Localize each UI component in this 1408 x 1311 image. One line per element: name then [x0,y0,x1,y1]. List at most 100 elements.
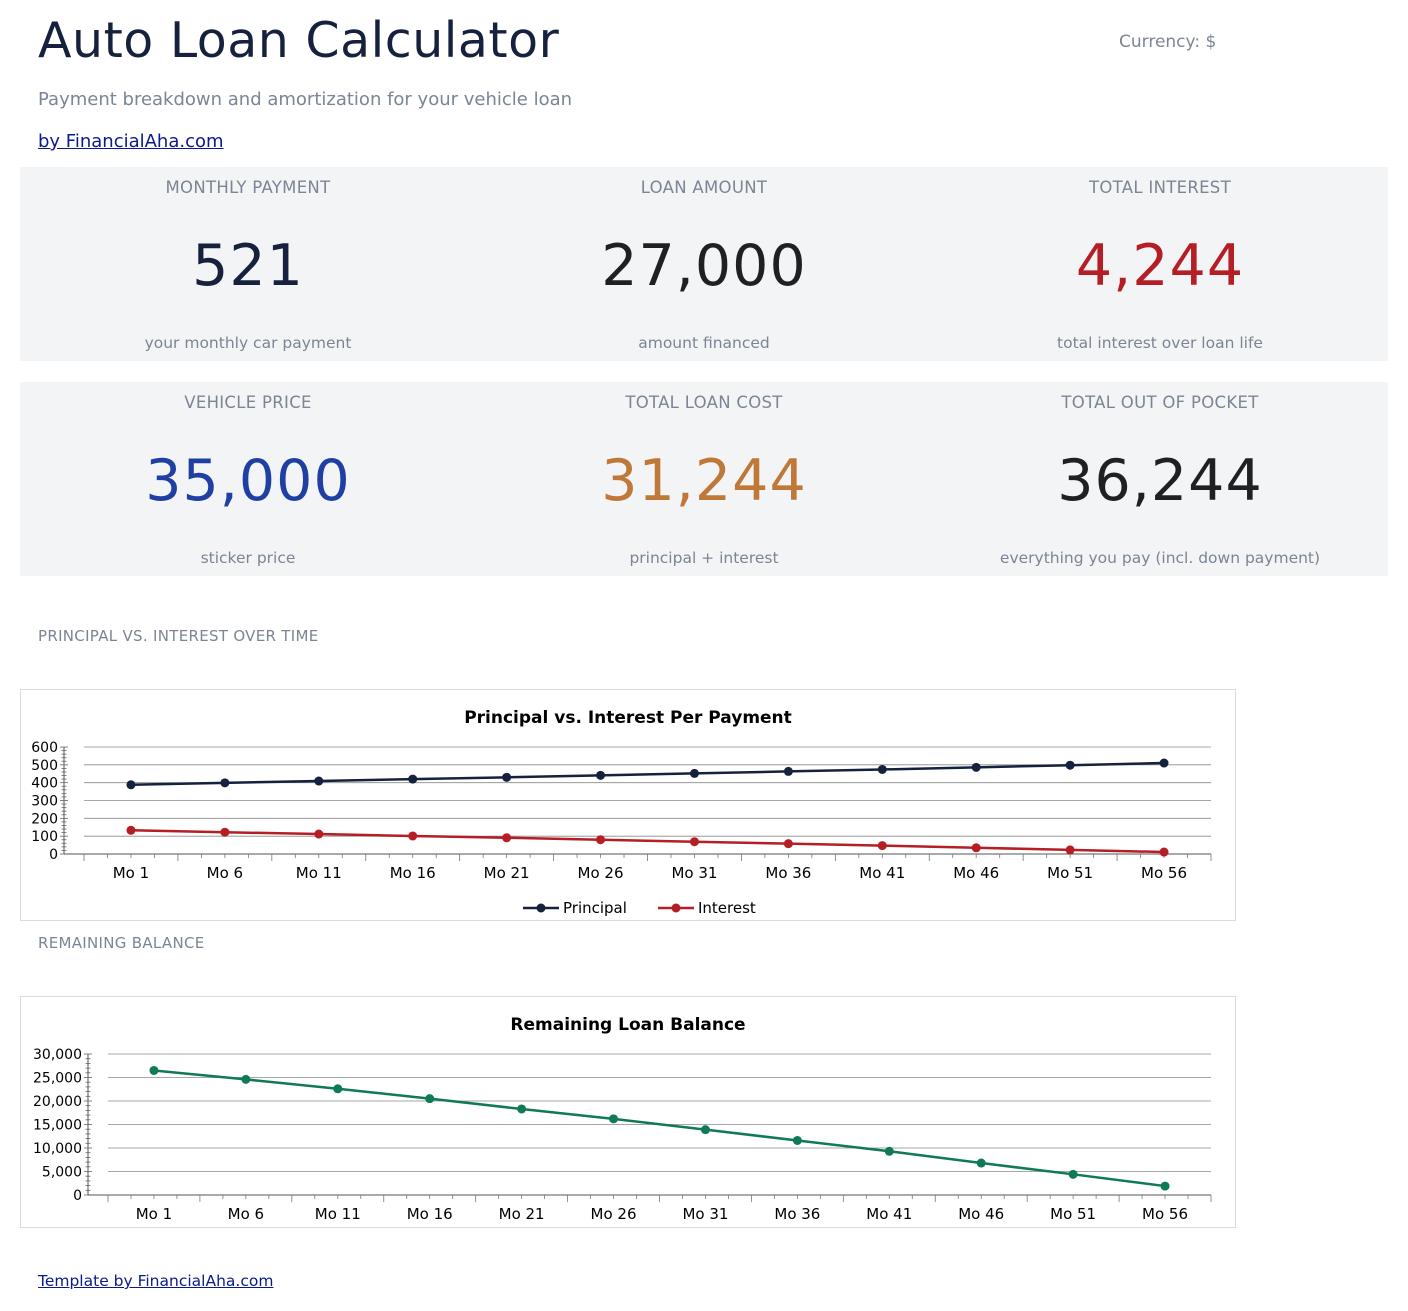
x-tick-label: Mo 6 [228,1205,264,1223]
kpi-value: 35,000 [145,448,351,514]
x-tick-label: Mo 26 [591,1205,637,1223]
x-tick-label: Mo 1 [136,1205,172,1223]
data-point [220,778,230,788]
data-point [596,770,606,780]
kpi-label: TOTAL INTEREST [1089,178,1231,197]
y-tick-label: 20,000 [33,1094,82,1110]
y-tick-label: 30,000 [33,1047,82,1063]
data-point [502,772,512,782]
y-tick-label: 15,000 [33,1118,82,1134]
page-title: Auto Loan Calculator [38,12,560,69]
y-tick-label: 5,000 [42,1165,82,1181]
x-tick-label: Mo 51 [1050,1205,1096,1223]
data-point [783,766,793,776]
series-line [130,761,1165,787]
x-tick-label: Mo 31 [671,864,717,882]
kpi-note: everything you pay (incl. down payment) [999,549,1321,567]
data-point [333,1084,343,1094]
data-point [408,774,418,784]
x-tick-label: Mo 51 [1047,864,1093,882]
kpi-row-costs: VEHICLE PRICE 35,000 sticker price TOTAL… [20,382,1388,576]
y-tick-label: 100 [31,829,58,845]
kpi-label: LOAN AMOUNT [640,178,768,197]
kpi-total-loan-cost: TOTAL LOAN COST 31,244 principal + inter… [476,382,932,576]
y-tick-label: 0 [73,1188,82,1204]
kpi-total-interest: TOTAL INTEREST 4,244 total interest over… [932,167,1388,361]
data-point [877,841,887,851]
x-tick-label: Mo 6 [207,864,243,882]
data-point [1159,847,1169,857]
x-tick-label: Mo 56 [1141,864,1187,882]
kpi-note: amount financed [638,334,770,352]
kpi-monthly-payment: MONTHLY PAYMENT 521 your monthly car pay… [20,167,476,361]
chart-title: Remaining Loan Balance [510,1015,745,1035]
kpi-vehicle-price: VEHICLE PRICE 35,000 sticker price [20,382,476,576]
x-tick-label: Mo 16 [390,864,436,882]
data-point [314,776,324,786]
y-tick-label: 10,000 [33,1141,82,1157]
x-tick-label: Mo 36 [765,864,811,882]
data-point [149,1065,159,1075]
data-point [1160,1181,1170,1191]
legend-label: Principal [563,899,627,917]
data-point [425,1094,435,1104]
data-point [976,1158,986,1168]
x-tick-label: Mo 21 [484,864,530,882]
byline-link[interactable]: by FinancialAha.com [38,131,224,152]
x-tick-label: Mo 41 [866,1205,912,1223]
kpi-label: TOTAL OUT OF POCKET [1061,393,1259,412]
data-point [783,839,793,849]
x-tick-label: Mo 16 [407,1205,453,1223]
kpi-note: principal + interest [629,549,779,567]
y-tick-label: 400 [31,776,58,792]
data-point [596,835,606,845]
kpi-value: 36,244 [1057,448,1263,514]
chart-title: Principal vs. Interest Per Payment [464,708,792,728]
x-tick-label: Mo 46 [958,1205,1004,1223]
x-tick-label: Mo 41 [859,864,905,882]
data-point [884,1146,894,1156]
data-point [1068,1169,1078,1179]
chart-principal-vs-interest: Principal vs. Interest Per Payment 0 100 20… [20,689,1236,921]
kpi-total-out-of-pocket: TOTAL OUT OF POCKET 36,244 everything yo… [932,382,1388,576]
data-point [126,780,136,790]
kpi-value: 27,000 [601,233,807,299]
y-tick-label: 200 [31,811,58,827]
x-tick-label: Mo 26 [578,864,624,882]
data-point [689,768,699,778]
page-subtitle: Payment breakdown and amortization for y… [38,89,573,110]
footer-template-link[interactable]: Template by FinancialAha.com [38,1272,274,1290]
kpi-value: 521 [192,233,304,299]
data-point [1065,760,1075,770]
kpi-label: TOTAL LOAN COST [625,393,783,412]
chart-remaining-balance-svg: Remaining Loan Balance 0 5,000 10,000 15,000… [33,1015,1212,1223]
legend-swatch-marker [536,903,546,913]
data-point [126,825,136,835]
data-point [314,829,324,839]
series-line [153,1069,1166,1188]
legend-swatch-marker [671,903,681,913]
y-tick-label: 25,000 [33,1071,82,1087]
section-label-principal-vs-interest: PRINCIPAL VS. INTEREST OVER TIME [38,627,319,645]
kpi-label: VEHICLE PRICE [184,393,312,412]
data-point [1159,758,1169,768]
series-line [130,829,1165,854]
y-tick-label: 0 [49,847,58,863]
x-tick-label: Mo 11 [296,864,342,882]
data-point [971,762,981,772]
y-tick-label: 600 [31,740,58,756]
data-point [792,1135,802,1145]
kpi-value: 31,244 [601,448,807,514]
kpi-value: 4,244 [1075,233,1245,299]
section-label-remaining-balance: REMAINING BALANCE [38,934,205,952]
x-tick-label: Mo 11 [315,1205,361,1223]
x-tick-label: Mo 36 [774,1205,820,1223]
x-tick-label: Mo 46 [953,864,999,882]
currency-label: Currency: $ [1119,32,1217,52]
y-tick-label: 300 [31,794,58,810]
x-tick-label: Mo 1 [113,864,149,882]
x-tick-label: Mo 21 [499,1205,545,1223]
data-point [408,831,418,841]
kpi-loan-amount: LOAN AMOUNT 27,000 amount financed [476,167,932,361]
legend-label: Interest [698,899,756,917]
